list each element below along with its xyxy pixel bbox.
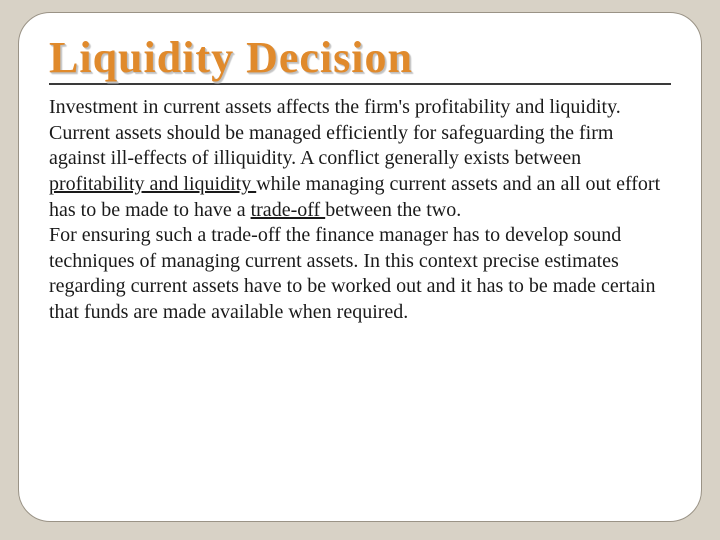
underline-profitability-liquidity: profitability and liquidity [49,173,256,195]
slide-body: Investment in current assets affects the… [49,95,671,325]
para2: For ensuring such a trade-off the financ… [49,224,655,323]
slide-title: Liquidity Decision [49,35,671,85]
slide-frame: Liquidity Decision Investment in current… [18,12,702,522]
para1-part3: between the two. [325,199,461,221]
underline-trade-off: trade-off [251,199,326,221]
para1-part1: Investment in current assets affects the… [49,96,621,169]
